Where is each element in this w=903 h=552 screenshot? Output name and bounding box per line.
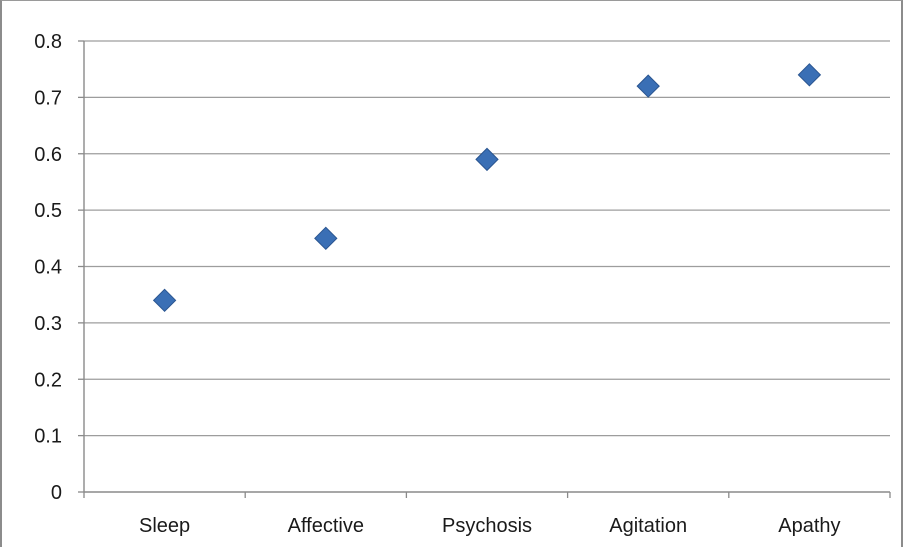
y-tick-label: 0.8	[34, 31, 62, 53]
y-tick-label: 0.3	[34, 313, 62, 335]
data-point-diamond	[314, 226, 338, 251]
y-tick-label: 0.2	[34, 369, 62, 391]
grid-lines	[84, 40, 890, 437]
y-tick-labels: 0 0.1 0.2 0.3 0.4 0.5 0.6 0.7 0.8	[34, 31, 62, 504]
y-tick-label: 0.1	[34, 426, 62, 448]
y-tick-label: 0.6	[34, 144, 62, 166]
x-tick-labels: Sleep Affective Psychosis Agitation Apathy	[139, 515, 841, 537]
data-point-diamond	[636, 74, 660, 98]
x-tick-label: Affective	[288, 515, 364, 537]
x-tick-label: Psychosis	[442, 515, 532, 537]
y-tick-label: 0.5	[34, 200, 62, 222]
x-tick-label: Agitation	[609, 515, 687, 537]
data-points	[152, 63, 822, 313]
x-tick-label: Sleep	[139, 515, 190, 537]
x-tick-label: Apathy	[778, 515, 840, 537]
y-tick-label: 0	[51, 482, 62, 504]
data-point-diamond	[475, 147, 499, 172]
axes	[78, 40, 891, 498]
data-point-diamond	[797, 63, 822, 87]
data-point-diamond	[152, 288, 177, 313]
y-tick-label: 0.7	[34, 87, 62, 109]
y-tick-label: 0.4	[34, 257, 62, 279]
